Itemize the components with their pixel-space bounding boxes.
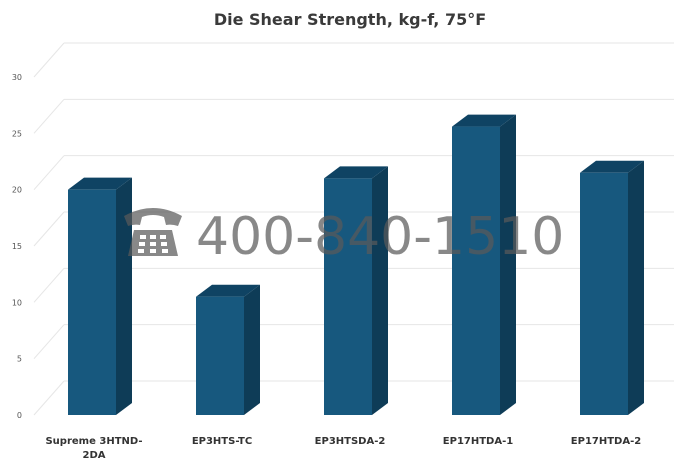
y-tick-label: 5 — [17, 355, 22, 364]
bar-side — [628, 160, 644, 415]
x-category-label: 2DA — [83, 450, 106, 461]
y-tick-label: 10 — [12, 298, 22, 307]
x-category-label: EP3HTSDA-2 — [315, 436, 386, 447]
y-tick-label: 25 — [12, 129, 22, 138]
x-axis-labels: Supreme 3HTND- 2DA EP3HTS-TC EP3HTSDA-2 EP17… — [45, 436, 641, 461]
gridline-depth — [33, 99, 65, 134]
gridline-depth — [33, 155, 65, 190]
bar — [324, 178, 372, 415]
chart-title: Die Shear Strength, kg-f, 75°F — [213, 10, 487, 29]
bar-side — [116, 177, 132, 415]
y-tick-label: 0 — [17, 411, 22, 420]
bar-top — [68, 177, 132, 190]
y-axis-ticks: 0 5 10 15 20 25 30 — [12, 73, 22, 420]
x-category-label: EP17HTDA-2 — [571, 436, 641, 447]
bars — [68, 114, 644, 415]
x-category-label: Supreme 3HTND- — [45, 436, 142, 447]
bar-side — [500, 114, 516, 415]
gridline-depth — [33, 268, 65, 303]
gridline-depth — [33, 380, 65, 416]
x-category-label: EP17HTDA-1 — [443, 436, 513, 447]
bar-side — [372, 166, 388, 415]
y-tick-label: 20 — [12, 186, 22, 195]
bar-side — [244, 284, 260, 415]
bar-top — [324, 166, 388, 179]
y-tick-label: 15 — [12, 242, 22, 251]
gridline-depth — [33, 211, 65, 247]
bar — [580, 172, 628, 415]
bar-top — [580, 160, 644, 173]
bar — [68, 189, 116, 415]
bar — [452, 126, 500, 415]
bar — [196, 296, 244, 415]
x-category-label: EP3HTS-TC — [192, 436, 252, 447]
bar-top — [196, 284, 260, 297]
gridline-depth — [33, 42, 65, 78]
y-tick-label: 30 — [12, 73, 22, 82]
gridline-depth — [33, 324, 65, 359]
bar-top — [452, 114, 516, 127]
